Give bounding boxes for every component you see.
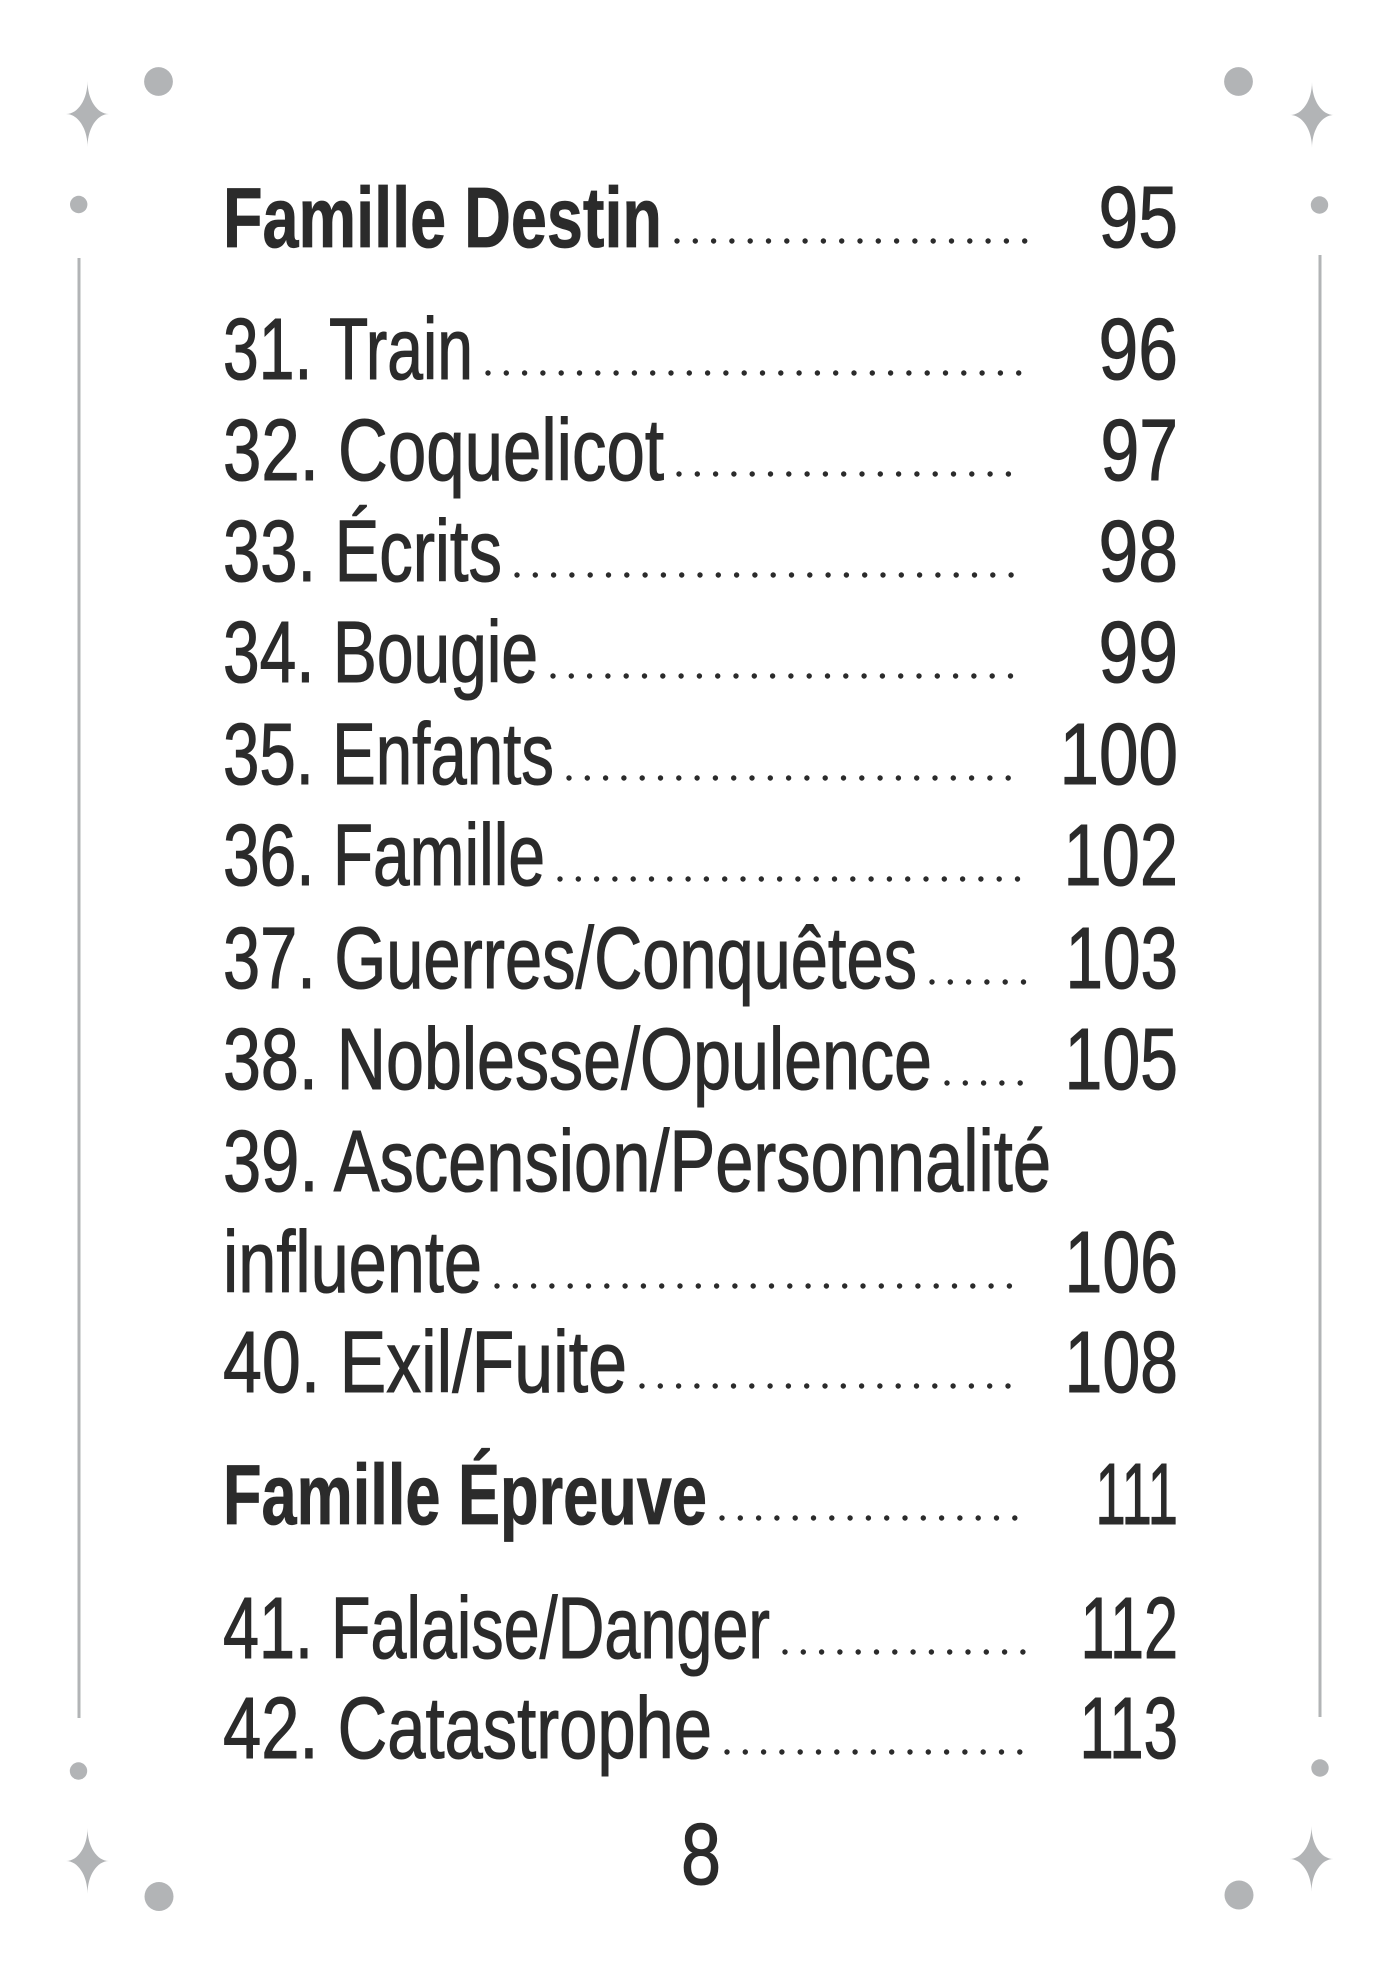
svg-text:106: 106 [1065,1214,1179,1311]
svg-text:38. Noblesse/Opulence: 38. Noblesse/Opulence [223,1011,932,1108]
svg-text:111: 111 [1096,1446,1179,1543]
svg-text:98: 98 [1099,503,1179,600]
svg-text:31. Train: 31. Train [223,301,473,398]
svg-text:105: 105 [1065,1011,1179,1108]
svg-text:35. Enfants: 35. Enfants [223,706,554,803]
svg-text:102: 102 [1064,807,1179,904]
svg-text:108: 108 [1065,1314,1179,1411]
svg-text:41. Falaise/Danger: 41. Falaise/Danger [223,1580,770,1677]
svg-text:34. Bougie: 34. Bougie [223,604,538,701]
svg-text:32. Coquelicot: 32. Coquelicot [223,402,664,499]
svg-text:42. Catastrophe: 42. Catastrophe [223,1680,712,1777]
svg-text:Famille Destin: Famille Destin [223,171,662,266]
svg-text:112: 112 [1081,1580,1179,1677]
svg-text:99: 99 [1099,604,1179,701]
svg-text:33. Écrits: 33. Écrits [223,503,502,600]
svg-text:96: 96 [1099,301,1179,398]
svg-text:95: 95 [1099,169,1179,266]
svg-text:103: 103 [1066,910,1179,1007]
svg-text:97: 97 [1101,402,1179,499]
svg-text:100: 100 [1060,706,1179,803]
svg-text:39. Ascension/Personnalité: 39. Ascension/Personnalité [223,1113,1051,1210]
svg-text:36. Famille: 36. Famille [223,807,545,904]
svg-text:37. Guerres/Conquêtes: 37. Guerres/Conquêtes [223,910,917,1007]
svg-text:Famille Épreuve: Famille Épreuve [223,1448,707,1543]
svg-text:influente: influente [223,1214,482,1311]
svg-text:40. Exil/Fuite: 40. Exil/Fuite [223,1314,627,1411]
svg-text:113: 113 [1080,1680,1179,1777]
svg-text:8: 8 [681,1806,721,1903]
